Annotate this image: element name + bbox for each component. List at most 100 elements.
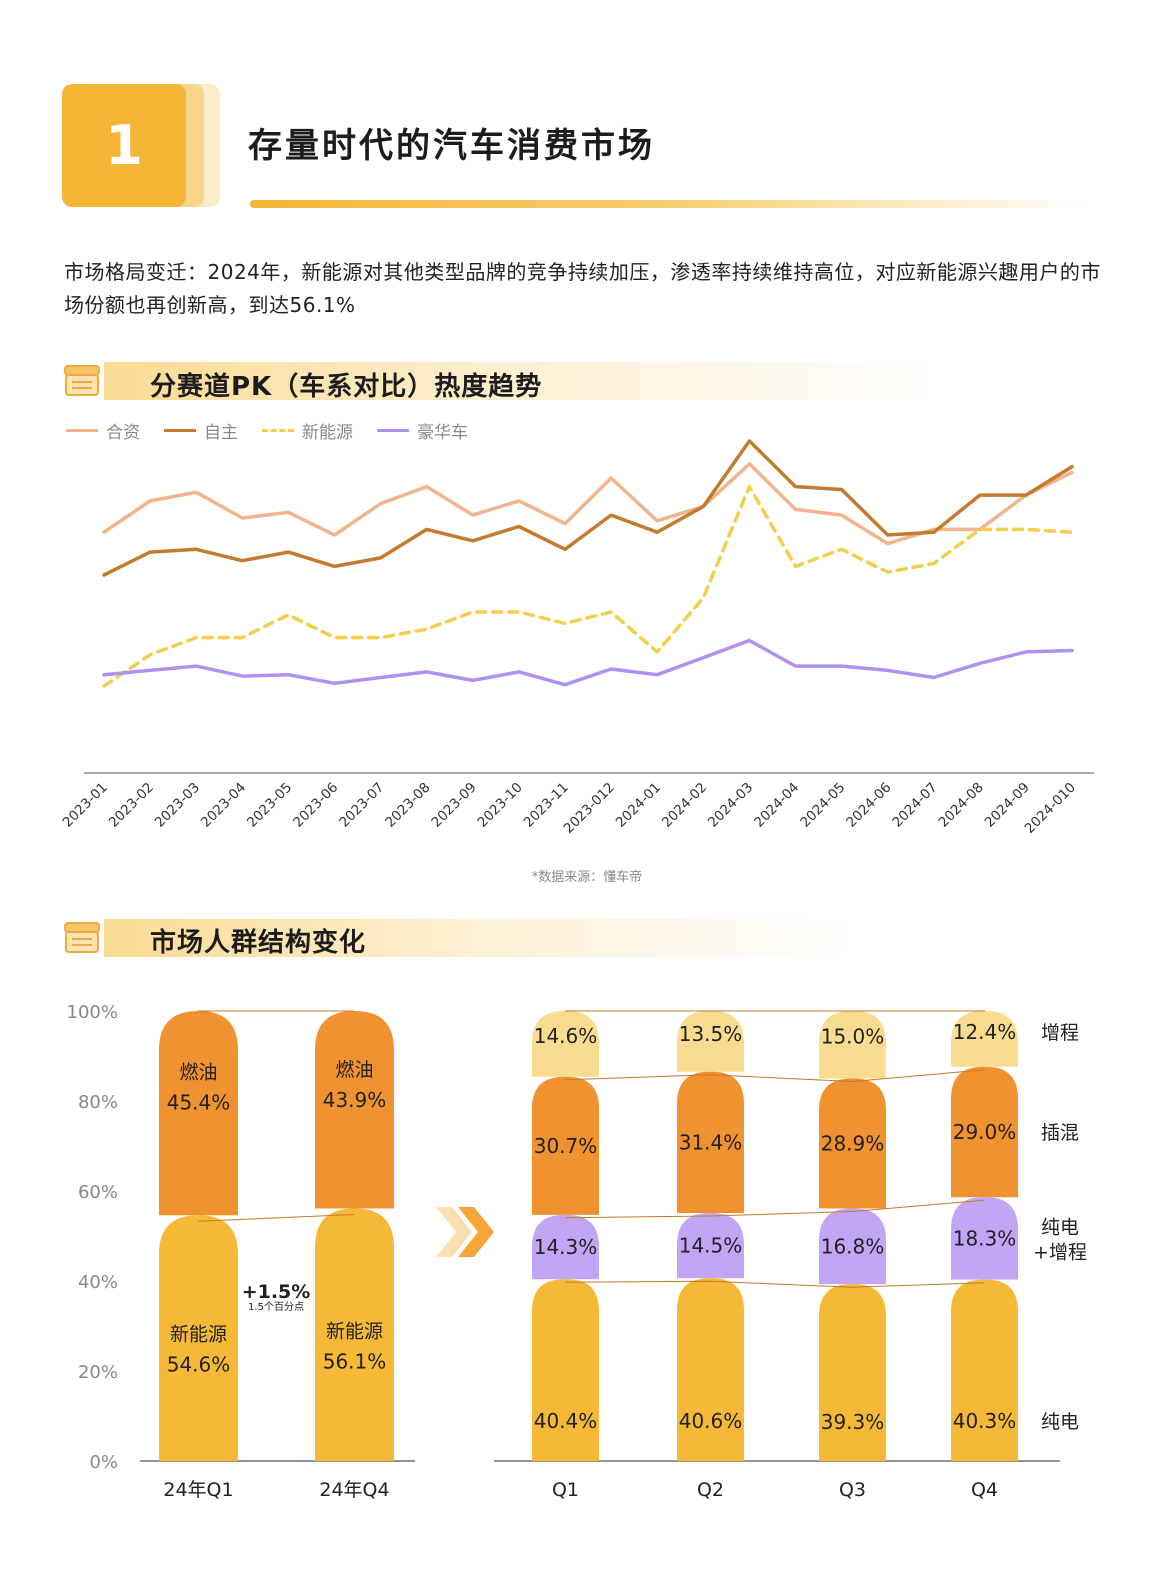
segment-value-label: 12.4% (953, 1020, 1017, 1044)
legend-swatch (164, 429, 196, 432)
connector-line (565, 1069, 985, 1083)
y-tick-label: 80% (78, 1092, 118, 1113)
intro-paragraph: 市场格局变迁：2024年，新能源对其他类型品牌的竞争持续加压，渗透率持续维持高位… (64, 260, 1101, 317)
bar-segment (159, 1215, 238, 1461)
series-line-3 (102, 638, 1074, 687)
line-chart-legend: 合资 自主 新能源 豪华车 (66, 418, 468, 443)
segment-name-label: 新能源 (170, 1323, 227, 1345)
segment-value-label: 40.4% (534, 1409, 598, 1433)
page-title: 存量时代的汽车消费市场 (248, 126, 655, 166)
segment-name-label: 新能源 (326, 1320, 383, 1342)
x-category-label: Q2 (697, 1479, 724, 1501)
segment-value-label: 14.3% (534, 1235, 598, 1259)
segment-value-label: 18.3% (953, 1226, 1017, 1250)
segment-value-label: 16.8% (821, 1234, 885, 1258)
segment-value-label: 14.5% (679, 1234, 743, 1258)
segment-value-label: 14.6% (534, 1024, 598, 1048)
segment-value-label: 43.9% (323, 1088, 387, 1112)
series-label: 增程 (1041, 1022, 1079, 1044)
segment-value-label: 40.3% (953, 1409, 1017, 1433)
segment-value-label: 28.9% (821, 1132, 885, 1156)
store-icon (64, 365, 100, 396)
section2-title: 市场人群结构变化 (150, 928, 367, 958)
segment-value-label: 56.1% (323, 1349, 387, 1373)
y-tick-label: 60% (78, 1182, 118, 1203)
legend-label: 豪华车 (417, 423, 468, 443)
bar-segment (677, 1213, 744, 1279)
right-bar-q4 (951, 1011, 1018, 1461)
section2-heading-bg (104, 919, 984, 957)
growth-annotation: +1.5% (242, 1281, 311, 1303)
series-label: 纯电 (1041, 1411, 1079, 1433)
bar-segment (951, 1066, 1018, 1198)
legend-label: 合资 (106, 423, 140, 443)
bar-segment (677, 1011, 744, 1072)
bar-segment (677, 1071, 744, 1214)
segment-name-label: 燃油 (335, 1059, 373, 1081)
bar-segment (532, 1011, 599, 1077)
x-category-label: Q1 (552, 1479, 579, 1501)
segment-value-label: 31.4% (679, 1130, 743, 1154)
legend-item-xinnengyuan: 新能源 (262, 418, 353, 443)
bar-segment (532, 1076, 599, 1215)
bar-segment (315, 1208, 394, 1461)
segment-value-label: 29.0% (953, 1120, 1017, 1144)
x-category-label: 24年Q1 (163, 1479, 233, 1501)
bar-segment (819, 1284, 886, 1461)
right-bar-q2 (677, 1011, 744, 1461)
section1-heading-bg (104, 362, 1084, 400)
right-bar-q3 (819, 1011, 886, 1461)
left-bar-q1 (159, 1011, 238, 1461)
right-bar-q1 (532, 1011, 599, 1461)
heat-trend-line-chart: 2023-012023-022023-032023-042023-052023-… (60, 439, 1094, 837)
segment-value-label: 54.6% (167, 1352, 231, 1376)
connector-line (197, 1214, 355, 1222)
connector-line (565, 1280, 985, 1288)
bar-segment (819, 1078, 886, 1209)
segment-value-label: 45.4% (167, 1091, 231, 1115)
legend-label: 新能源 (302, 423, 353, 443)
store-icon (64, 922, 100, 953)
bar-segment (951, 1197, 1018, 1280)
x-category-label: Q3 (839, 1479, 866, 1501)
bar-segment (532, 1214, 599, 1280)
bar-segment (315, 1011, 394, 1209)
legend-swatch (66, 429, 98, 432)
bar-segment (819, 1011, 886, 1079)
growth-annotation-sub: 1.5个百分点 (248, 1301, 304, 1313)
bar-segment (819, 1208, 886, 1285)
double-chevron-right-icon (436, 1207, 494, 1257)
x-category-label: 24年Q4 (319, 1479, 389, 1501)
left-bar-q4 (315, 1011, 394, 1461)
segment-value-label: 13.5% (679, 1022, 743, 1046)
section-number-badge: 1 (62, 84, 186, 207)
bar-segment (532, 1279, 599, 1461)
connector-line (565, 1199, 985, 1219)
series-label: 纯电+增程 (1033, 1216, 1087, 1263)
data-source-note: *数据来源：懂车帝 (531, 870, 643, 885)
legend-swatch (262, 429, 294, 432)
section1-title: 分赛道PK（车系对比）热度趋势 (150, 372, 543, 402)
legend-label: 自主 (204, 423, 238, 443)
y-tick-label: 20% (78, 1362, 118, 1383)
y-tick-label: 100% (67, 1002, 118, 1023)
segment-name-label: 燃油 (179, 1062, 217, 1084)
series-label: 插混 (1041, 1122, 1079, 1144)
segment-value-label: 40.6% (679, 1409, 743, 1433)
bar-segment (951, 1011, 1018, 1067)
bar-segment (951, 1279, 1018, 1461)
series-line-1 (102, 439, 1074, 577)
series-line-2 (102, 484, 1074, 688)
legend-item-zizhu: 自主 (164, 418, 238, 443)
y-tick-label: 0% (89, 1452, 118, 1473)
legend-item-hezi: 合资 (66, 418, 140, 443)
segment-value-label: 15.0% (821, 1025, 885, 1049)
title-underline (250, 200, 1090, 208)
segment-value-label: 30.7% (534, 1134, 598, 1158)
legend-item-haohuache: 豪华车 (377, 418, 468, 443)
bar-segment (159, 1011, 238, 1216)
series-line-0 (102, 462, 1074, 546)
segment-value-label: 39.3% (821, 1410, 885, 1434)
y-tick-label: 40% (78, 1272, 118, 1293)
